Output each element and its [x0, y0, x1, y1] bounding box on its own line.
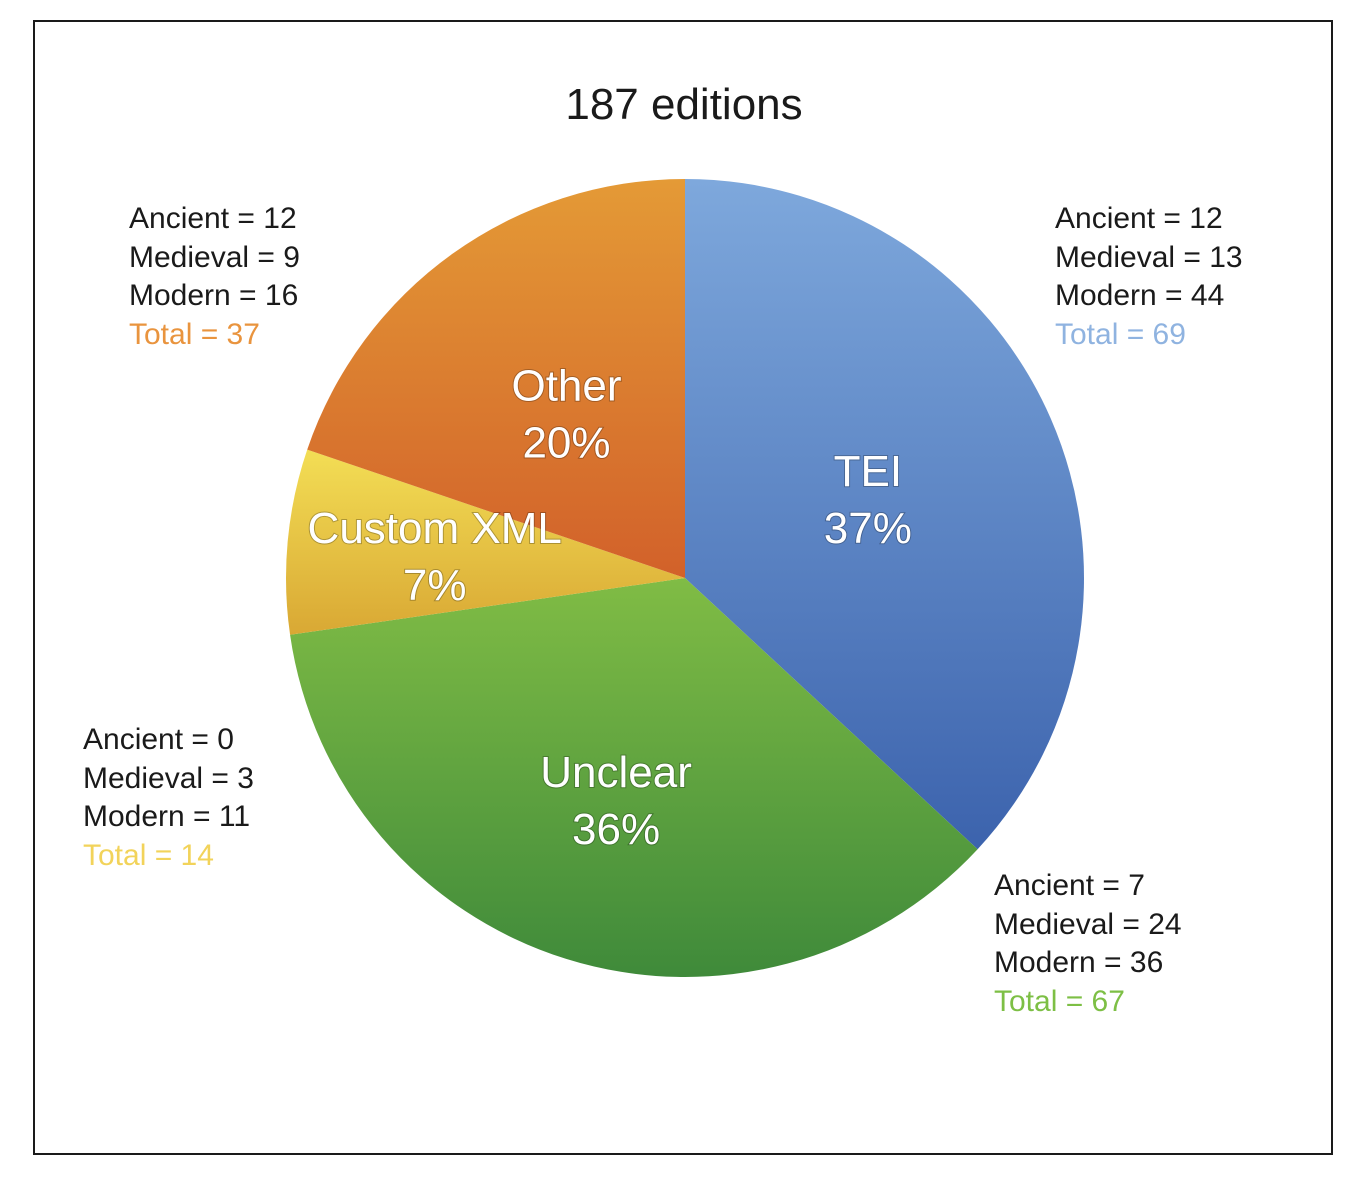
- detail-block-tei: Ancient = 12 Medieval = 13 Modern = 44 T…: [1055, 200, 1243, 354]
- chart-title: 187 editions: [565, 80, 803, 129]
- detail-modern: Modern = 36: [994, 946, 1164, 979]
- detail-total: Total = 69: [1055, 317, 1186, 351]
- detail-modern: Modern = 44: [1055, 279, 1225, 312]
- detail-ancient: Ancient = 7: [994, 869, 1145, 902]
- detail-ancient: Ancient = 12: [129, 202, 297, 235]
- slice-percent-unclear: 36%: [572, 805, 660, 854]
- pie-slice-other: [307, 179, 685, 578]
- detail-ancient: Ancient = 12: [1055, 202, 1223, 235]
- detail-ancient: Ancient = 0: [83, 723, 234, 756]
- detail-medieval: Medieval = 9: [129, 240, 300, 274]
- slice-percent-tei: 37%: [824, 504, 912, 553]
- pie-slice-unclear: [290, 578, 978, 977]
- pie-slice-custom-xml: [286, 449, 685, 635]
- slice-label-unclear: Unclear: [540, 748, 692, 797]
- detail-block-custom-xml: Ancient = 0 Medieval = 3 Modern = 11 Tot…: [83, 721, 254, 875]
- detail-block-unclear: Ancient = 7 Medieval = 24 Modern = 36 To…: [994, 867, 1182, 1021]
- slice-percent-other: 20%: [522, 419, 610, 468]
- detail-medieval: Medieval = 13: [1055, 240, 1243, 274]
- slice-percent-custom-xml: 7%: [403, 561, 467, 610]
- detail-modern: Modern = 11: [83, 800, 251, 833]
- detail-total: Total = 67: [994, 984, 1125, 1018]
- detail-medieval: Medieval = 3: [83, 761, 254, 795]
- slice-label-custom-xml: Custom XML: [308, 504, 562, 553]
- pie-slice-tei: [685, 179, 1084, 850]
- detail-modern: Modern = 16: [129, 279, 299, 312]
- detail-total: Total = 14: [83, 838, 214, 872]
- detail-block-other: Ancient = 12 Medieval = 9 Modern = 16 To…: [129, 200, 300, 354]
- detail-medieval: Medieval = 24: [994, 907, 1182, 941]
- slice-label-tei: TEI: [834, 447, 902, 496]
- chart-frame: [33, 20, 1333, 1155]
- detail-total: Total = 37: [129, 317, 260, 351]
- slice-label-other: Other: [511, 362, 621, 411]
